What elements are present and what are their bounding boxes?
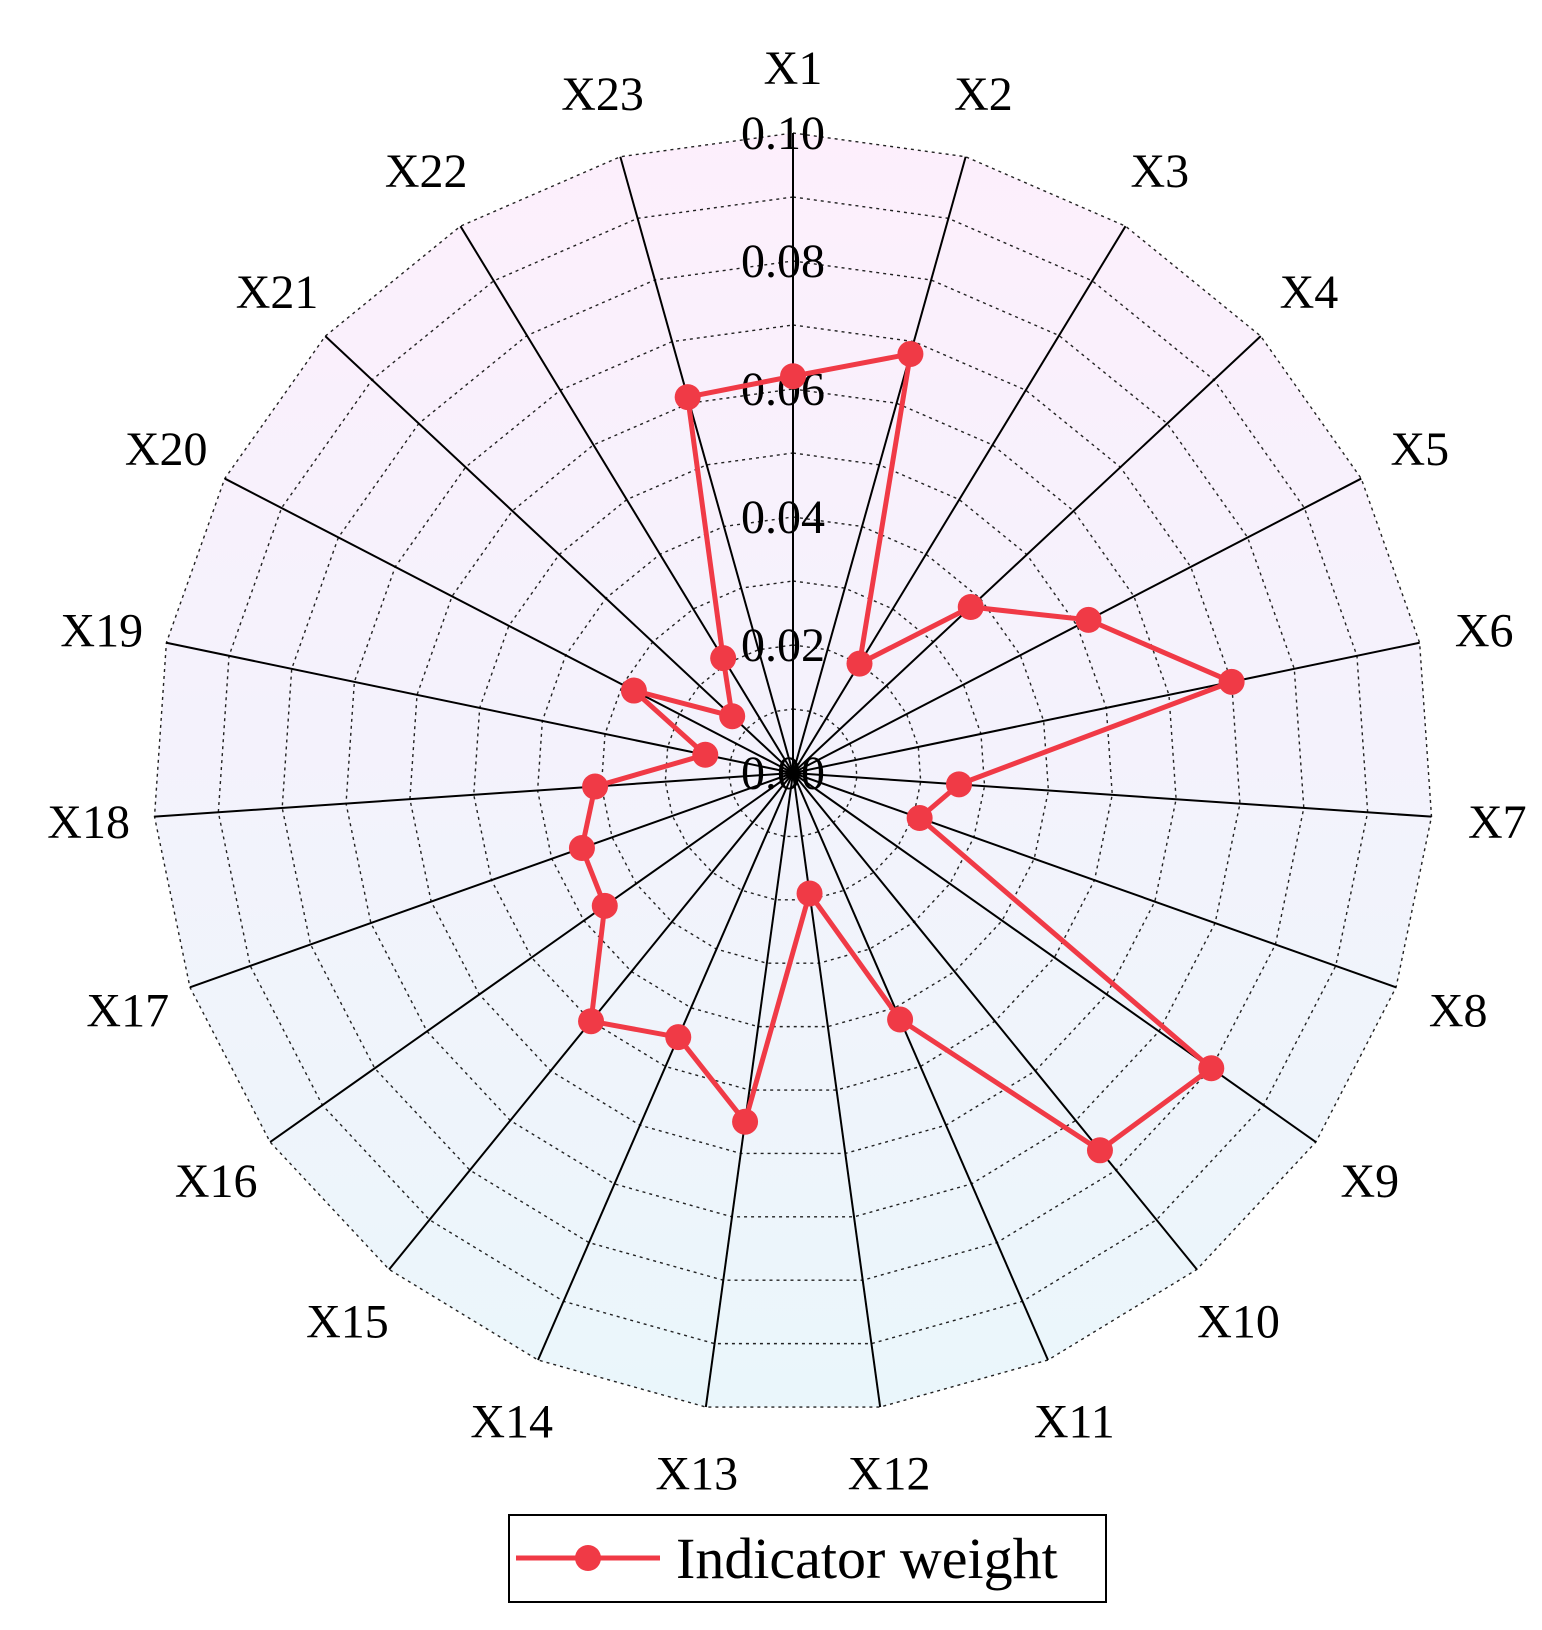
spoke-line bbox=[619, 156, 794, 774]
grid-ring bbox=[281, 260, 1305, 1281]
r-tick-label: 0.02 bbox=[741, 619, 825, 672]
grid-ring bbox=[473, 452, 1113, 1091]
spoke-line bbox=[792, 772, 1198, 1271]
data-point-x4 bbox=[957, 594, 984, 621]
legend-box bbox=[508, 1514, 1107, 1603]
axis-label-x16: X16 bbox=[175, 1155, 258, 1208]
spoke-line bbox=[537, 772, 794, 1361]
spoke-line bbox=[189, 772, 794, 989]
r-tick-label: 0.00 bbox=[741, 747, 825, 800]
axis-label-x9: X9 bbox=[1340, 1155, 1399, 1208]
spoke-line bbox=[792, 156, 967, 774]
axis-label-x7: X7 bbox=[1468, 796, 1527, 849]
data-point-x16 bbox=[591, 892, 618, 919]
axis-label-x10: X10 bbox=[1197, 1296, 1280, 1349]
r-tick-label: 0.04 bbox=[741, 491, 825, 544]
data-point-x5 bbox=[1075, 606, 1102, 633]
spoke-line bbox=[792, 335, 1262, 774]
axis-label-x23: X23 bbox=[561, 68, 644, 121]
radar-axis-labels: X1 X2 X3 X4 X5 X6 X7 X8 X9 X10 X11 X12 X13 X14 X15 X16 X… bbox=[47, 42, 1526, 1500]
axis-label-x22: X22 bbox=[385, 145, 468, 198]
data-point-x20 bbox=[620, 677, 647, 704]
spoke-line bbox=[166, 641, 794, 774]
data-point-x3 bbox=[846, 650, 873, 677]
data-point-x13 bbox=[732, 1108, 759, 1135]
series-line bbox=[579, 351, 1235, 1153]
axis-label-x1: X1 bbox=[764, 42, 823, 95]
spoke-line bbox=[154, 772, 794, 818]
data-point-x21 bbox=[719, 703, 746, 730]
radar-series bbox=[568, 340, 1245, 1164]
spoke-line bbox=[792, 641, 1420, 774]
data-point-x18 bbox=[582, 773, 609, 800]
axis-label-x18: X18 bbox=[47, 796, 130, 849]
data-point-x7 bbox=[946, 771, 973, 798]
spoke-line bbox=[269, 772, 794, 1143]
data-point-x10 bbox=[1086, 1137, 1113, 1164]
spoke-line bbox=[792, 772, 1397, 989]
spoke-line bbox=[792, 772, 1432, 818]
axis-label-x3: X3 bbox=[1130, 145, 1189, 198]
data-point-x6 bbox=[1218, 668, 1245, 695]
legend-marker-icon bbox=[575, 1545, 601, 1571]
data-point-x11 bbox=[887, 1006, 914, 1033]
grid-ring bbox=[536, 516, 1050, 1028]
axis-label-x20: X20 bbox=[125, 423, 208, 476]
data-point-x17 bbox=[568, 835, 595, 862]
axis-label-x8: X8 bbox=[1429, 984, 1488, 1037]
axis-label-x2: X2 bbox=[954, 68, 1013, 121]
grid-ring bbox=[664, 644, 922, 901]
axis-label-x19: X19 bbox=[60, 604, 143, 657]
data-point-x1 bbox=[780, 363, 806, 390]
spoke-line bbox=[792, 225, 1127, 774]
r-tick-label: 0.10 bbox=[741, 107, 825, 160]
data-point-x9 bbox=[1198, 1055, 1225, 1082]
data-point-x23 bbox=[674, 384, 701, 411]
grid-ring bbox=[600, 580, 986, 964]
spoke-line bbox=[459, 225, 794, 774]
legend-label: Indicator weight bbox=[676, 1526, 1058, 1591]
radar-grid bbox=[153, 132, 1433, 1408]
spoke-line bbox=[792, 772, 1317, 1143]
legend: Indicator weight bbox=[508, 1514, 1107, 1603]
data-point-x2 bbox=[897, 340, 924, 367]
axis-label-x14: X14 bbox=[470, 1396, 553, 1449]
spoke-line bbox=[792, 772, 882, 1408]
axis-label-x17: X17 bbox=[86, 984, 169, 1037]
data-point-x19 bbox=[692, 741, 719, 768]
spoke-line bbox=[704, 772, 794, 1408]
spoke-line bbox=[792, 772, 1049, 1361]
data-point-x22 bbox=[710, 645, 737, 672]
spoke-line bbox=[224, 477, 794, 774]
axis-label-x21: X21 bbox=[236, 266, 319, 319]
data-point-x15 bbox=[578, 1008, 605, 1035]
axis-label-x11: X11 bbox=[1034, 1396, 1115, 1449]
data-point-x8 bbox=[906, 805, 933, 832]
axis-label-x15: X15 bbox=[306, 1296, 389, 1349]
grid-ring bbox=[409, 388, 1177, 1155]
grid-ring bbox=[153, 132, 1433, 1408]
axis-label-x12: X12 bbox=[848, 1447, 931, 1500]
spoke-line bbox=[324, 335, 794, 774]
axis-label-x5: X5 bbox=[1391, 423, 1450, 476]
r-tick-label: 0.08 bbox=[741, 235, 825, 288]
grid-ring bbox=[345, 324, 1241, 1218]
data-point-x14 bbox=[665, 1024, 692, 1051]
data-point-x12 bbox=[796, 880, 823, 907]
axis-label-x4: X4 bbox=[1280, 266, 1339, 319]
axis-label-x13: X13 bbox=[656, 1447, 739, 1500]
axis-label-x6: X6 bbox=[1455, 604, 1514, 657]
